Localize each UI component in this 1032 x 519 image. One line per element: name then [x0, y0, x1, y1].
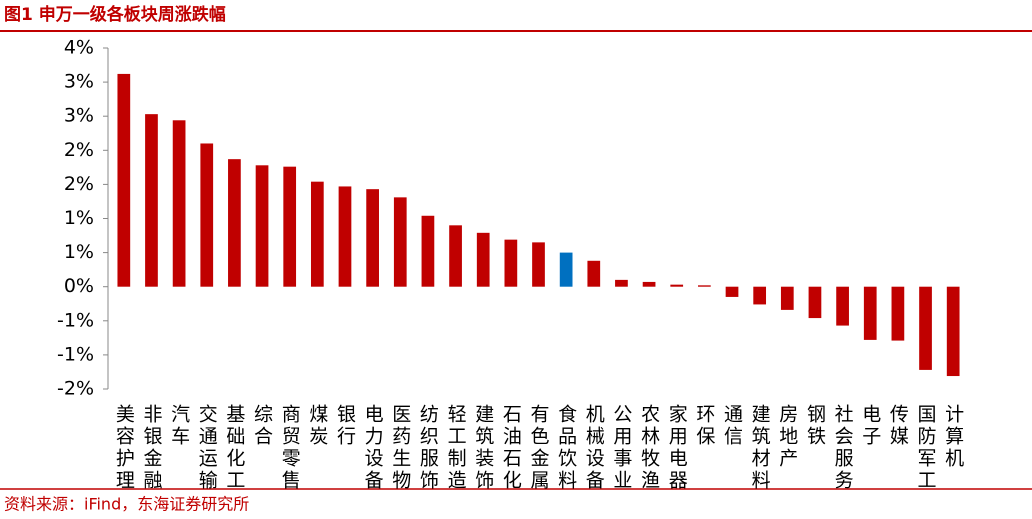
bar	[670, 284, 684, 287]
bar	[753, 286, 767, 305]
x-tick-label: 传媒	[887, 404, 909, 448]
x-tick-label: 基础化工	[223, 404, 245, 492]
x-tick-label: 钢铁	[804, 404, 826, 448]
bar	[780, 286, 794, 310]
bar	[449, 225, 462, 287]
bar	[393, 197, 407, 287]
y-tick-label: -1%	[57, 309, 94, 331]
x-tick-label: 有色金属	[528, 404, 550, 492]
y-tick-label: 0%	[64, 275, 94, 297]
x-tick-label: 轻工制造	[445, 404, 467, 492]
x-tick-label: 社会服务	[832, 404, 854, 492]
bar	[863, 286, 877, 340]
bar	[476, 232, 490, 287]
bar	[725, 286, 739, 297]
y-tick-label: 2%	[64, 173, 94, 195]
x-tick-label: 电子	[859, 404, 881, 448]
x-tick-label: 医药生物	[389, 404, 411, 492]
x-tick-label: 计算机	[942, 404, 964, 470]
bar	[891, 286, 905, 341]
x-tick-label: 电力设备	[362, 404, 384, 492]
bar	[836, 286, 849, 326]
y-tick-label: -2%	[57, 378, 94, 400]
x-tick-label: 农林牧渔	[638, 404, 660, 492]
x-tick-label: 国防军工	[915, 404, 937, 492]
x-tick-label: 房地产	[776, 404, 798, 470]
x-tick-label: 建筑装饰	[472, 404, 494, 492]
x-tick-label: 综合	[251, 404, 273, 448]
source: 资料来源：iFind，东海证券研究所	[4, 495, 249, 514]
bar	[808, 286, 822, 319]
bar	[283, 166, 297, 287]
bar	[559, 252, 573, 287]
bar	[366, 189, 379, 287]
y-tick-label: 3%	[64, 105, 94, 127]
x-tick-label: 食品饮料	[555, 404, 577, 492]
bar	[504, 239, 518, 287]
bar	[200, 143, 214, 287]
bar	[421, 215, 435, 287]
x-tick-label: 石油石化	[500, 404, 522, 492]
bar	[338, 186, 352, 287]
x-tick-label: 通信	[721, 404, 743, 448]
y-tick-label: 3%	[64, 71, 94, 93]
x-tick-label: 商贸零售	[279, 404, 301, 492]
y-tick-label: 2%	[64, 139, 94, 161]
bar	[615, 279, 628, 287]
y-tick-label: 4%	[64, 37, 94, 59]
bar	[532, 242, 545, 287]
bar	[310, 181, 324, 287]
bar	[698, 285, 711, 287]
x-tick-label: 非银金融	[140, 404, 162, 492]
x-tick-label: 汽车	[168, 404, 190, 448]
y-tick-label: 1%	[64, 241, 94, 263]
x-tick-label: 家用电器	[666, 404, 688, 492]
bar	[172, 120, 186, 287]
bar	[919, 286, 932, 370]
x-tick-label: 机械设备	[583, 404, 605, 492]
y-tick-label: 1%	[64, 207, 94, 229]
x-tick-label: 美容护理	[113, 404, 135, 492]
bar	[255, 165, 269, 287]
x-tick-label: 交通运输	[196, 404, 218, 492]
x-tick-label: 公用事业	[610, 404, 632, 492]
chart-title: 图1 申万一级各板块周涨跌幅	[4, 4, 226, 25]
bar	[587, 260, 601, 287]
x-tick-label: 银行	[334, 404, 356, 448]
y-tick-label: -1%	[57, 343, 94, 365]
bar	[117, 73, 131, 287]
x-tick-label: 建筑材料	[749, 404, 771, 492]
x-tick-label: 纺织服饰	[417, 404, 439, 492]
x-tick-label: 煤炭	[306, 404, 328, 448]
bar	[145, 114, 158, 287]
x-tick-label: 环保	[693, 404, 715, 448]
bar	[228, 159, 241, 287]
bar	[946, 286, 960, 377]
bar	[642, 281, 656, 287]
